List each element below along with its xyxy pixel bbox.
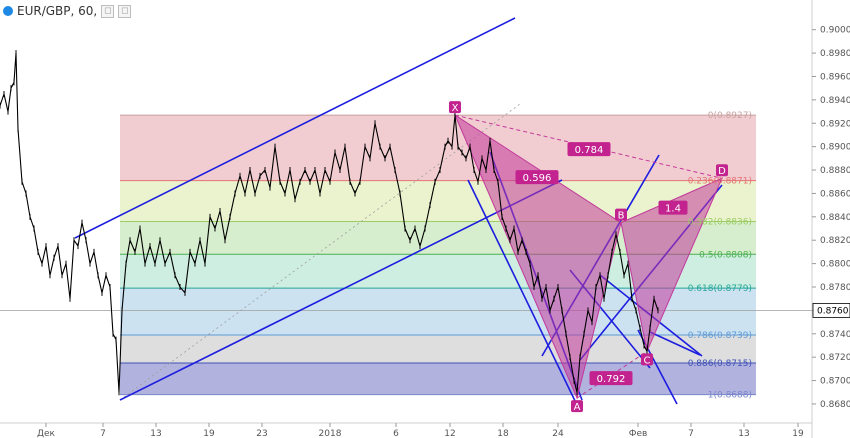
- time-tick-label: Фев: [629, 429, 648, 438]
- price-tick-label: 0.8920: [820, 119, 850, 129]
- pattern-point-label: X: [452, 103, 459, 114]
- pattern-point-d: D: [716, 164, 728, 177]
- pattern-ratio: 1.4: [658, 200, 688, 215]
- pattern-ratio-label: 0.792: [597, 374, 626, 385]
- fib-zone: [120, 115, 756, 181]
- pattern-point-a: A: [571, 400, 583, 413]
- pattern-ratio-label: 1.4: [665, 204, 681, 215]
- harmonic-pattern: [453, 113, 723, 400]
- time-tick-label: 18: [497, 429, 509, 438]
- fib-level-label: 0.886(0.8715): [688, 359, 752, 369]
- current-price-label: 0.8760: [817, 306, 849, 316]
- channel-line: [74, 17, 516, 239]
- fib-level-label: 0.382(0.8836): [688, 218, 752, 228]
- price-series: [0, 50, 659, 396]
- pattern-point-badge: [571, 400, 583, 413]
- price-tick-label: 0.8860: [820, 189, 850, 199]
- pattern-xd-line: [454, 114, 723, 179]
- pattern-point-label: A: [574, 402, 581, 413]
- grid: [0, 103, 812, 401]
- channel-line: [119, 179, 563, 401]
- fib-zone: [120, 363, 756, 395]
- pattern-ratio-label: 0.596: [523, 173, 552, 184]
- pattern-point-badge: [641, 353, 653, 366]
- current-price-tag: [812, 302, 850, 318]
- time-tick-label: 24: [552, 429, 564, 438]
- channel-line: [467, 179, 578, 406]
- fib-level-label: 0.618(0.8779): [688, 284, 752, 294]
- pattern-ratio-badge: [658, 200, 688, 215]
- time-tick-label: Дек: [37, 429, 56, 438]
- time-tick-label: 19: [203, 429, 215, 438]
- price-tick-label: 0.8700: [820, 377, 850, 387]
- time-tick-label: 6: [393, 429, 399, 438]
- pattern-ratio-badge: [515, 170, 559, 185]
- fib-level-label: 0.786(0.8739): [688, 331, 752, 341]
- pattern-point-badge: [615, 208, 627, 221]
- symbol-title: EUR/GBP, 60,: [17, 4, 98, 18]
- price-tick-label: 0.8880: [820, 166, 850, 176]
- pattern-triangle-bcd: [620, 177, 723, 353]
- time-tick-label: 2018: [319, 429, 342, 438]
- pattern-ratio: 0.784: [567, 142, 611, 157]
- pattern-point-label: D: [718, 166, 726, 177]
- fib-level-label: 1(0.8688): [708, 391, 752, 401]
- price-tick-label: 0.8740: [820, 330, 850, 340]
- pattern-point-b: B: [615, 208, 627, 222]
- pattern-point-badge: [716, 164, 728, 177]
- price-tick-label: 0.8720: [820, 353, 850, 363]
- pattern-ratio: 0.792: [589, 371, 633, 386]
- price-tick-label: 0.8680: [820, 400, 850, 410]
- fib-level-label: 0(0.8927): [708, 111, 752, 121]
- time-tick-label: 13: [738, 429, 749, 438]
- price-tick-label: 0.8840: [820, 213, 850, 223]
- pattern-point-label: B: [618, 211, 625, 222]
- price-tick-label: 0.8780: [820, 283, 850, 293]
- price-axis: 0.8680 0.8700 0.8720 0.8740 0.8760 0.8780 0.88…: [811, 0, 850, 438]
- pattern-point-c: C: [641, 353, 653, 366]
- time-tick-label: 7: [688, 429, 694, 438]
- fib-zone: [120, 334, 756, 364]
- pattern-point-label: C: [644, 355, 651, 366]
- fib-level-label: 0.5(0.8808): [699, 250, 752, 260]
- time-axis: Дек 7 13 19 23 2018 6 12 18 24 Фев 7 13 19: [0, 422, 812, 438]
- settings-icon[interactable]: ◻: [101, 4, 115, 18]
- pattern-ratio-badge: [589, 371, 633, 386]
- channel-line: [649, 331, 701, 356]
- price-tick-label: 0.8900: [820, 143, 850, 153]
- price-tick-label: 0.8800: [820, 260, 850, 270]
- price-tick-label: 0.8960: [820, 72, 850, 82]
- pattern-point-x: X: [449, 101, 461, 114]
- time-tick-label: 19: [792, 429, 804, 438]
- pattern-ratio-label: 0.784: [575, 145, 604, 156]
- chart-header: EUR/GBP, 60, ◻ ◻: [3, 3, 132, 19]
- compare-icon[interactable]: ◻: [118, 4, 132, 18]
- harmonic-pattern-labels: X A B C D 0.596 0.784 0.792 1.4: [449, 101, 728, 413]
- time-tick-label: 12: [444, 429, 455, 438]
- pattern-point-badge: [449, 101, 461, 114]
- pattern-triangle-xab: [453, 113, 622, 400]
- pattern-ratio: 0.596: [515, 170, 559, 185]
- pattern-ratio-badge: [567, 142, 611, 157]
- price-tick-label: 0.8940: [820, 96, 850, 106]
- time-tick-label: 13: [150, 429, 161, 438]
- price-line: [0, 53, 659, 393]
- price-tick-label: 0.8980: [820, 49, 850, 59]
- fib-level-label: 0.236(0.8871): [688, 177, 752, 187]
- price-tick-label: 0.9000: [820, 26, 850, 36]
- symbol-status-icon: [3, 6, 13, 16]
- price-tick-label: 0.8820: [820, 236, 850, 246]
- time-tick-label: 7: [100, 429, 106, 438]
- fibonacci-labels: 0(0.8927) 0.236(0.8871) 0.382(0.8836) 0.5(0…: [688, 111, 752, 401]
- channel-line: [637, 329, 678, 405]
- time-tick-label: 23: [256, 429, 267, 438]
